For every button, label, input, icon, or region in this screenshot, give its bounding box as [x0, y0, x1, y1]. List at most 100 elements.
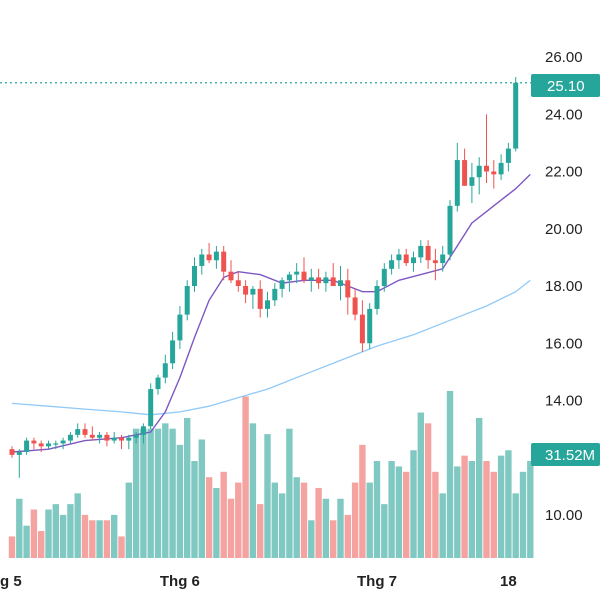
candle-body [301, 271, 307, 281]
candle-body [389, 260, 395, 269]
candle-body [345, 280, 351, 298]
candle [89, 426, 95, 441]
last-price-badge: 25.10 [531, 74, 600, 97]
candle-body [330, 277, 336, 286]
candles-layer [9, 77, 519, 478]
volume-bar [315, 487, 322, 558]
candle-body [221, 251, 227, 272]
candle [411, 251, 416, 272]
candle-body [206, 254, 212, 261]
volume-bar [235, 482, 242, 558]
volume-bar [67, 504, 74, 558]
candle [272, 283, 278, 307]
candle [345, 268, 351, 315]
volume-bar [205, 477, 213, 558]
price-tick-label: 26.00 [545, 49, 583, 66]
volume-bar [249, 423, 257, 558]
volume-bar [322, 498, 330, 558]
candle [447, 200, 453, 261]
candle [170, 331, 176, 370]
volume-bar [468, 461, 476, 558]
time-tick-label: Thg 7 [357, 573, 397, 590]
candle-body [265, 300, 270, 309]
candle [491, 160, 497, 189]
candle [67, 431, 73, 444]
candle [367, 303, 373, 349]
candle-body [381, 268, 387, 286]
volume-bar [242, 396, 249, 558]
volume-bar [89, 520, 96, 558]
candle-body [148, 389, 154, 427]
candle-body [250, 288, 256, 295]
candle-body [279, 280, 285, 289]
candle [206, 243, 212, 264]
candle [221, 245, 227, 281]
volume-bar [154, 428, 162, 558]
volume-bar [293, 477, 300, 558]
price-tick-label: 16.00 [545, 335, 583, 352]
price-axis: 26.00 24.00 22.00 20.00 18.00 16.00 14.00 10.00 [545, 49, 583, 524]
candle [75, 423, 81, 438]
candle [462, 148, 468, 186]
candle [316, 268, 322, 289]
volume-bar [512, 493, 519, 558]
candle [323, 271, 329, 292]
volume-bar [403, 471, 410, 558]
volume-bar [132, 428, 140, 558]
volume-bar [8, 536, 16, 558]
candle [286, 271, 292, 292]
volume-bar [45, 509, 52, 558]
volume-bar [395, 466, 403, 558]
candle [38, 440, 44, 453]
candle-body [89, 434, 95, 438]
volume-bars-layer [8, 391, 534, 558]
candle [184, 280, 190, 321]
price-tick-label: 24.00 [545, 106, 583, 123]
candle-body [469, 177, 475, 186]
volume-bar [424, 423, 432, 558]
candle [440, 245, 446, 272]
candle-body [352, 297, 358, 315]
candle [104, 431, 110, 447]
candle [228, 260, 234, 284]
candle [359, 300, 365, 352]
volume-bar [505, 450, 512, 558]
candle [425, 240, 431, 269]
candle [199, 248, 205, 275]
candle-body [111, 437, 117, 441]
ma-long-line [11, 279, 531, 416]
candle [126, 434, 132, 450]
volume-bar [454, 466, 461, 558]
candle [111, 431, 117, 444]
time-tick-label: g 5 [0, 573, 22, 590]
volume-bar [490, 471, 497, 558]
time-tick-label: Thg 6 [160, 573, 200, 590]
volume-bar [257, 504, 264, 558]
candle-body [82, 429, 88, 435]
candle-body [462, 160, 468, 186]
volume-bar [388, 461, 395, 558]
candle [53, 440, 59, 450]
candle [418, 240, 424, 264]
volume-bar [432, 471, 439, 558]
volume-bar [38, 531, 45, 558]
volume-bar [351, 482, 359, 558]
candle [250, 286, 256, 309]
candle [16, 449, 22, 478]
price-tick-label: 22.00 [545, 164, 583, 181]
candle-body [447, 205, 453, 255]
candle [505, 142, 511, 172]
candle [60, 437, 66, 450]
candle [374, 280, 380, 315]
candle-body [411, 257, 416, 264]
candle-body [177, 314, 183, 341]
candle-body [60, 440, 66, 444]
volume-bar [476, 417, 483, 558]
volume-bar [417, 412, 424, 558]
candle [177, 306, 183, 349]
candle [330, 263, 336, 286]
candle [97, 431, 103, 444]
candle-body [9, 449, 15, 455]
